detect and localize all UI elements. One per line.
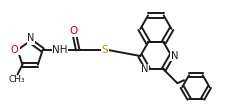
Text: O: O [70, 26, 78, 36]
Text: O: O [70, 26, 78, 36]
Text: N: N [27, 33, 35, 43]
Text: N: N [27, 35, 35, 45]
Text: N: N [171, 51, 178, 61]
Text: S: S [102, 45, 108, 55]
Text: O: O [11, 45, 18, 55]
Text: O: O [12, 45, 19, 55]
Text: S: S [102, 45, 108, 55]
Text: N: N [141, 64, 149, 74]
Text: NH: NH [52, 45, 68, 55]
Text: CH₃: CH₃ [8, 75, 25, 84]
Text: NH: NH [52, 45, 68, 55]
